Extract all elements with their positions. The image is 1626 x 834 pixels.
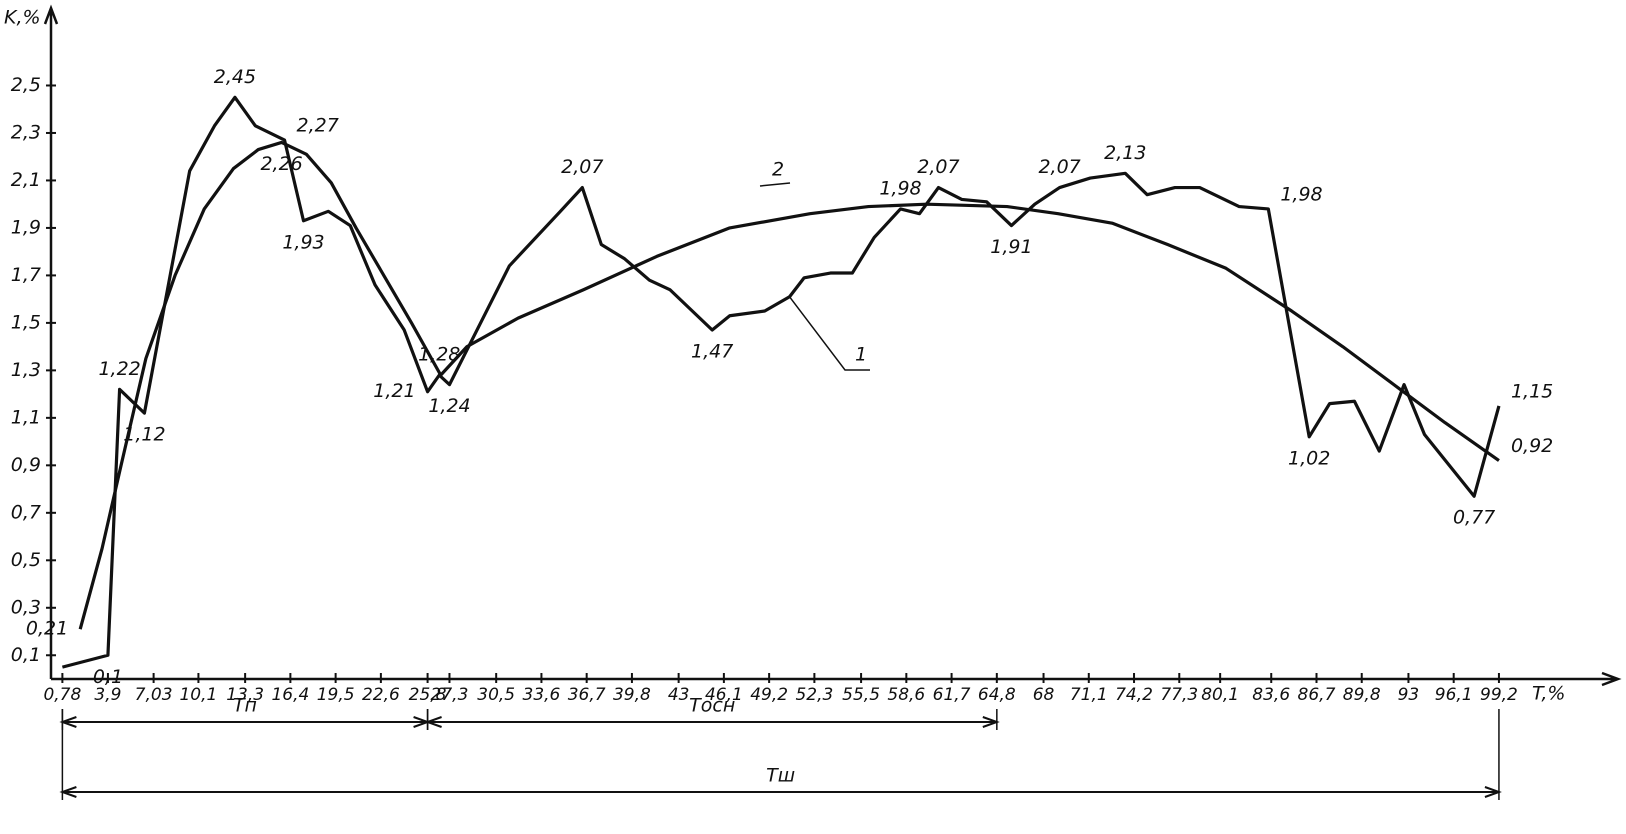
value-label: 0,77	[1453, 507, 1495, 529]
y-tick-label: 1,3	[11, 359, 41, 381]
span-line	[59, 716, 431, 728]
x-tick-label: 52,3	[795, 685, 833, 705]
x-tick-label: 99,2	[1480, 685, 1518, 705]
y-tick-label: 2,5	[11, 74, 41, 96]
x-tick-label: 61,7	[933, 685, 971, 705]
x-tick-label: 77,3	[1160, 685, 1198, 705]
value-label: 0,92	[1511, 435, 1553, 457]
x-tick-label: 39,8	[613, 685, 651, 705]
y-tick-label: 1,5	[11, 311, 41, 333]
x-axis	[51, 671, 1622, 687]
y-tick-label: 0,7	[11, 501, 41, 523]
x-tick-label: 43	[668, 685, 690, 705]
span-label: Tосн	[689, 695, 735, 717]
value-label: 2,07	[561, 156, 603, 178]
leader	[788, 296, 870, 371]
x-tick-label: 16,4	[271, 685, 309, 705]
value-label: 1,91	[990, 236, 1032, 258]
y-tick-label: 0,3	[11, 596, 41, 618]
x-tick-label: 83,6	[1252, 685, 1290, 705]
y-tick-label: 1,7	[11, 264, 41, 286]
x-tick-label: 22,6	[362, 685, 400, 705]
y-axis	[43, 4, 59, 679]
y-tick-label: 0,1	[11, 644, 41, 666]
x-tick-label: 19,5	[317, 685, 355, 705]
value-label: 1,98	[879, 177, 921, 199]
value-label: 2,07	[917, 156, 959, 178]
value-label: 1,28	[418, 344, 460, 366]
x-tick-label: 64,8	[978, 685, 1016, 705]
y-tick-label: 1,1	[11, 406, 41, 428]
x-tick-label: 71,1	[1070, 685, 1108, 705]
x-tick-label: 89,8	[1343, 685, 1381, 705]
x-tick-label: 55,5	[842, 685, 880, 705]
x-tick-label: 30,5	[477, 685, 515, 705]
value-label: 2,07	[1038, 156, 1080, 178]
value-label: 2,27	[297, 115, 339, 137]
value-label: 1,15	[1511, 380, 1553, 402]
y-tick-label: 2,1	[11, 169, 41, 191]
value-label: 0,1	[93, 666, 123, 688]
series-label: 1	[855, 344, 867, 366]
y-tick-label: 0,5	[11, 549, 41, 571]
value-label: 2,26	[260, 153, 302, 175]
span-label: Tп	[233, 695, 257, 717]
x-tick-label: 96,1	[1435, 685, 1473, 705]
y-tick-label: 2,3	[11, 121, 41, 143]
value-label: 1,22	[98, 358, 140, 380]
leader	[759, 182, 791, 187]
series-line	[78, 140, 1500, 630]
value-label: 1,21	[373, 380, 415, 402]
y-tick-label: 1,9	[11, 216, 41, 238]
value-label: 1,24	[428, 395, 470, 417]
x-tick-label: 74,2	[1115, 685, 1153, 705]
value-label: 1,02	[1288, 447, 1330, 469]
value-label: 2,45	[214, 66, 256, 88]
x-tick-label: 33,6	[523, 685, 561, 705]
x-tick-label: 80,1	[1201, 685, 1239, 705]
span-line	[59, 786, 1502, 798]
x-tick-label: 36,7	[568, 685, 606, 705]
y-axis-title: K,%	[4, 7, 41, 29]
series-label: 2	[772, 159, 784, 181]
span-label: Tш	[766, 765, 795, 787]
span-line	[424, 716, 1000, 728]
value-label: 2,13	[1104, 142, 1146, 164]
value-label: 1,98	[1280, 183, 1322, 205]
x-tick-label: 86,7	[1298, 685, 1336, 705]
x-tick-label: 93	[1398, 685, 1420, 705]
x-tick-label: 46,1	[705, 685, 743, 705]
x-tick-label: 58,6	[887, 685, 925, 705]
x-tick-label: 25,8	[409, 685, 447, 705]
x-tick-label: 10,1	[179, 685, 217, 705]
value-label: 0,21	[26, 618, 68, 640]
x-tick-label: 49,2	[750, 685, 788, 705]
x-tick-label: 13,3	[226, 685, 264, 705]
x-tick-label: 68	[1033, 685, 1055, 705]
value-label: 1,12	[123, 424, 165, 446]
y-tick-label: 0,9	[11, 454, 41, 476]
x-tick-label: 0,78	[43, 685, 81, 705]
x-tick-label: 27,3	[431, 685, 469, 705]
x-tick-label: 3,9	[94, 685, 121, 705]
value-label: 1,93	[282, 231, 324, 253]
value-label: 1,47	[691, 341, 733, 363]
x-tick-label: 7,03	[135, 685, 173, 705]
x-axis-title: T,%	[1532, 683, 1565, 705]
